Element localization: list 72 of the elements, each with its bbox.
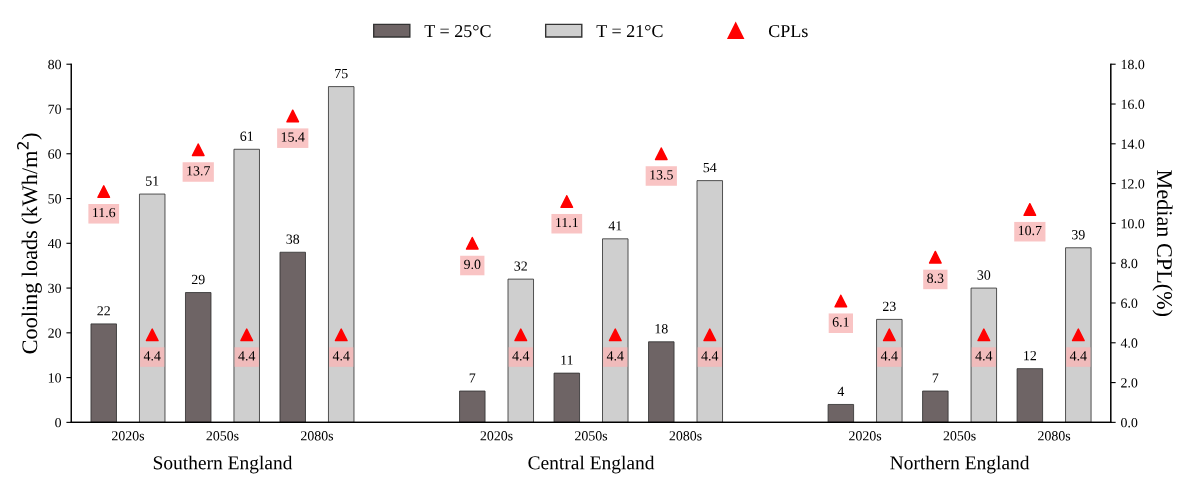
data-label: 4.4: [606, 351, 624, 361]
legend-label: CPLs: [768, 25, 808, 38]
data-label: 54: [703, 162, 717, 173]
data-label: 4.4: [880, 351, 898, 361]
x-tick-label: 2080s: [669, 431, 702, 441]
data-label: 12: [1024, 350, 1037, 361]
data-label: 51: [146, 176, 159, 186]
data-label: 15.4: [281, 132, 305, 142]
y-tick-label: 50: [48, 194, 62, 204]
data-label: 32: [514, 261, 527, 271]
y-tick-label: 0: [55, 417, 62, 428]
y2-tick-label: 14.0: [1121, 139, 1145, 149]
y-tick-label: 80: [48, 59, 62, 70]
data-label: 30: [977, 270, 991, 280]
data-label: 4.4: [332, 351, 350, 361]
y-tick-label: 60: [48, 149, 62, 159]
y2-tick-label: 8.0: [1121, 258, 1138, 269]
text: Northern England: [890, 455, 1030, 474]
data-label: 23: [882, 301, 896, 312]
y2-tick-label: 18.0: [1121, 59, 1145, 70]
data-label: 13.7: [187, 166, 210, 176]
x-tick-label: 2080s: [1038, 431, 1071, 441]
text: Central England: [528, 455, 655, 474]
data-label: 6.1: [832, 317, 849, 327]
data-label: 4.4: [512, 351, 530, 361]
data-label: 4.4: [1069, 351, 1087, 361]
data-label: 38: [286, 234, 300, 244]
data-label: 39: [1072, 230, 1085, 240]
y2-tick-label: 16.0: [1121, 99, 1145, 110]
y2-tick-label: 6.0: [1121, 298, 1138, 308]
data-label: 29: [191, 274, 205, 285]
y-tick-label: 40: [47, 238, 62, 249]
data-label: 11.6: [93, 207, 116, 218]
x-tick-label: 2020s: [112, 431, 145, 441]
y-axis-title: Cooling loads (kWh/m$^{2}$): [17, 133, 42, 354]
y-tick-label: 20: [48, 328, 62, 338]
y2-axis-title: Median CPL(%): [1152, 170, 1173, 317]
y2-tick-label: 0.0: [1121, 417, 1138, 428]
y2-tick-label: 4.0: [1120, 338, 1138, 348]
data-label: 13.5: [650, 170, 673, 180]
data-label: 7: [469, 373, 476, 383]
data-label: 4.4: [238, 351, 256, 361]
data-label: 11: [561, 355, 573, 365]
y2-tick-label: 12.0: [1121, 179, 1145, 189]
x-tick-label: 2020s: [849, 431, 882, 441]
data-label: 4.4: [143, 351, 161, 361]
y-tick-label: 30: [48, 283, 62, 294]
y-tick-label: 10: [48, 373, 62, 383]
x-tick-label: 2080s: [301, 431, 334, 441]
data-label: 75: [335, 69, 348, 79]
y2-tick-label: 10.0: [1121, 218, 1145, 229]
data-label: 18: [655, 324, 668, 334]
data-label: 61: [240, 131, 253, 141]
data-label: 10.7: [1018, 225, 1042, 236]
y2-tick-label: 2.0: [1121, 378, 1138, 388]
data-label: 41: [608, 221, 622, 231]
y-tick-label: 70: [48, 104, 62, 114]
data-label: 4: [837, 386, 845, 396]
text: Southern England: [153, 455, 293, 474]
data-label: 11.1: [556, 217, 578, 228]
data-label: 4.4: [701, 351, 719, 361]
data-label: 9.0: [464, 259, 481, 270]
x-tick-label: 2050s: [943, 431, 976, 441]
x-tick-label: 2020s: [480, 431, 513, 441]
data-label: 7: [932, 373, 939, 383]
legend-label: T = 21°C: [596, 24, 663, 38]
x-tick-label: 2050s: [206, 431, 239, 441]
data-label: 22: [97, 306, 110, 316]
data-label: 8.3: [927, 273, 944, 283]
x-tick-label: 2050s: [575, 431, 608, 441]
legend-label: T = 25°C: [424, 24, 491, 38]
data-label: 4.4: [975, 351, 993, 361]
